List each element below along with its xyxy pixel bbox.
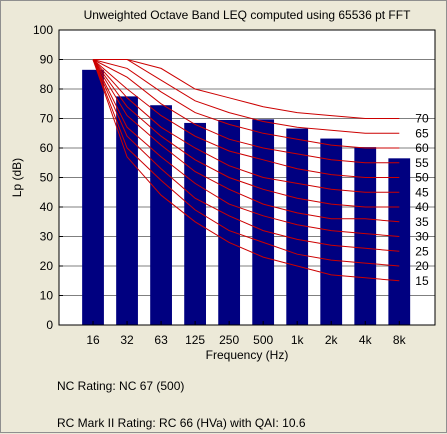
- bar: [116, 96, 138, 325]
- y-tick-label: 50: [40, 171, 54, 185]
- rc-rating-text: RC Mark II Rating: RC 66 (HVa) with QAI:…: [57, 416, 306, 430]
- bar: [354, 147, 376, 325]
- bar: [82, 70, 104, 325]
- x-tick-label: 250: [219, 333, 239, 347]
- nc-curve-label: 15: [415, 274, 429, 288]
- y-tick-label: 90: [40, 53, 54, 67]
- y-tick-label: 80: [40, 82, 54, 96]
- y-tick-label: 20: [40, 259, 54, 273]
- nc-curve-label: 70: [415, 112, 429, 126]
- bar: [388, 158, 410, 325]
- bar: [286, 129, 308, 325]
- x-tick-label: 2k: [325, 333, 339, 347]
- nc-curve-label: 45: [415, 185, 429, 199]
- nc-curve-label: 55: [415, 156, 429, 170]
- x-tick-label: 500: [253, 333, 273, 347]
- x-tick-label: 1k: [291, 333, 305, 347]
- y-tick-label: 10: [40, 289, 54, 303]
- nc-curve-label: 20: [415, 259, 429, 273]
- bar: [320, 139, 342, 325]
- x-tick-label: 16: [86, 333, 100, 347]
- nc-curve-label: 65: [415, 126, 429, 140]
- nc-curve-label: 35: [415, 215, 429, 229]
- y-tick-label: 60: [40, 141, 54, 155]
- nc-rating-text: NC Rating: NC 67 (500): [57, 379, 184, 393]
- nc-curve-label: 50: [415, 171, 429, 185]
- x-axis-label: Frequency (Hz): [206, 348, 289, 362]
- bar: [252, 119, 274, 325]
- y-tick-label: 70: [40, 112, 54, 126]
- y-tick-label: 100: [33, 23, 53, 37]
- x-tick-label: 4k: [359, 333, 373, 347]
- nc-curve-label: 25: [415, 244, 429, 258]
- y-tick-label: 40: [40, 200, 54, 214]
- bar: [184, 123, 206, 325]
- y-axis-label: Lp (dB): [10, 158, 24, 197]
- x-tick-label: 63: [154, 333, 168, 347]
- nc-curve-label: 60: [415, 141, 429, 155]
- nc-curve-label: 30: [415, 230, 429, 244]
- x-tick-label: 125: [185, 333, 205, 347]
- x-tick-label: 32: [120, 333, 134, 347]
- chart-title: Unweighted Octave Band LEQ computed usin…: [84, 8, 412, 22]
- y-tick-label: 30: [40, 230, 54, 244]
- y-tick-label: 0: [46, 318, 53, 332]
- nc-curve-label: 40: [415, 200, 429, 214]
- x-tick-label: 8k: [393, 333, 407, 347]
